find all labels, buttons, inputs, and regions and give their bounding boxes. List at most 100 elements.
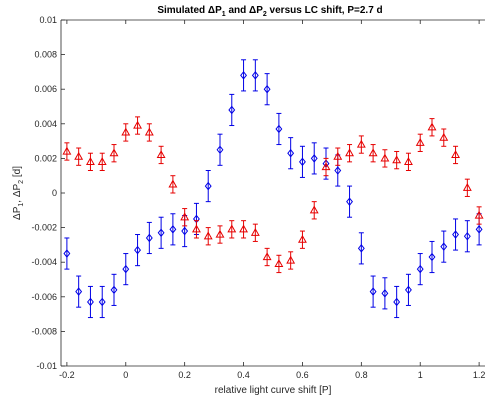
triangle-marker	[262, 252, 272, 261]
triangle-marker	[345, 148, 355, 157]
triangle-marker	[97, 157, 107, 165]
data-point	[169, 213, 177, 246]
data-point	[87, 285, 94, 319]
triangle-marker	[133, 120, 143, 129]
x-tick-label: 0.8	[355, 370, 368, 380]
y-tick-label: -0.004	[31, 257, 57, 267]
data-point	[403, 152, 413, 172]
data-point	[203, 227, 213, 246]
x-tick-label: 0.4	[237, 370, 250, 380]
diamond-marker	[310, 154, 318, 163]
data-point	[180, 208, 190, 227]
diamond-marker	[110, 285, 118, 295]
x-tick-label: 1.2	[473, 370, 485, 380]
triangle-marker	[227, 224, 237, 233]
diamond-marker	[452, 230, 459, 239]
data-point	[145, 221, 153, 255]
triangle-marker	[392, 155, 402, 164]
data-point	[215, 225, 225, 244]
data-point	[97, 152, 107, 172]
data-point	[263, 73, 271, 106]
diamond-marker	[393, 297, 401, 307]
diamond-marker	[216, 145, 224, 155]
data-point	[121, 123, 131, 142]
data-point	[228, 93, 236, 127]
data-point	[416, 253, 424, 286]
diamond-marker	[334, 166, 342, 175]
triangle-marker	[321, 162, 331, 171]
data-point	[380, 149, 390, 168]
data-point	[405, 273, 412, 306]
data-point	[462, 178, 472, 197]
diamond-marker	[405, 285, 412, 295]
data-point	[156, 145, 166, 165]
triangle-marker	[203, 231, 213, 240]
diamond-marker	[251, 71, 259, 80]
y-tick-label: -0.008	[31, 326, 57, 336]
triangle-marker	[380, 153, 390, 162]
triangle-marker	[144, 127, 154, 136]
triangle-marker	[74, 151, 84, 160]
data-point	[63, 237, 71, 270]
diamond-marker	[98, 297, 106, 307]
data-point	[333, 147, 343, 166]
data-point	[428, 240, 436, 274]
diamond-marker	[275, 124, 283, 134]
diamond-marker	[263, 84, 271, 94]
x-tick-label: 1	[418, 370, 423, 380]
diamond-marker	[463, 231, 471, 241]
data-point	[85, 152, 95, 172]
plot-area: -0.2 0 0.2 0.4 0.6 0.8 1 1.2 -0.01 -0.008 -0.006 -0…	[31, 15, 485, 380]
data-point	[345, 144, 355, 163]
diamond-marker	[475, 225, 483, 234]
triangle-marker	[180, 212, 190, 221]
data-point	[62, 142, 72, 161]
data-point	[474, 206, 484, 225]
data-point	[110, 273, 118, 306]
data-point	[74, 147, 84, 166]
y-tick-label: 0.01	[39, 15, 57, 25]
data-point	[204, 170, 212, 203]
y-tick-label: 0.006	[34, 84, 57, 94]
y-tick-label: 0.002	[34, 153, 57, 163]
diamond-marker	[134, 245, 141, 255]
triangle-marker	[427, 122, 437, 131]
diamond-marker	[204, 181, 212, 191]
data-point	[275, 112, 283, 146]
diamond-marker	[240, 71, 247, 80]
ticks-layer: -0.2 0 0.2 0.4 0.6 0.8 1 1.2 -0.01 -0.008 -0.006 -0…	[31, 15, 485, 380]
triangle-marker	[333, 151, 343, 160]
data-point	[216, 133, 224, 166]
triangle-marker	[286, 255, 296, 264]
data-point	[357, 232, 365, 265]
triangle-marker	[415, 138, 425, 146]
x-tick-label: 0	[123, 370, 128, 380]
triangle-marker	[474, 210, 484, 219]
data-point	[286, 251, 296, 270]
chart-title: Simulated ΔP1 and ΔP2 versus LC shift, P…	[157, 5, 382, 18]
data-point	[463, 220, 471, 253]
data-point	[157, 216, 165, 249]
data-point	[274, 254, 284, 274]
data-point	[262, 247, 272, 267]
data-point	[239, 220, 249, 239]
data-point	[299, 145, 306, 178]
triangle-marker	[309, 205, 319, 214]
triangle-marker	[274, 259, 284, 268]
data-point	[191, 220, 201, 239]
triangle-marker	[62, 146, 72, 155]
triangle-marker	[239, 224, 249, 233]
data-point	[309, 201, 319, 220]
triangle-marker	[168, 179, 178, 188]
data-point	[75, 275, 83, 308]
data-point	[109, 144, 119, 163]
data-point	[240, 59, 247, 92]
x-tick-label: 0.6	[296, 370, 309, 380]
data-point	[415, 133, 425, 152]
series-layer	[62, 59, 484, 319]
diamond-marker	[440, 242, 448, 251]
data-point	[392, 150, 402, 170]
diamond-marker	[122, 264, 130, 274]
y-tick-label: 0.004	[34, 119, 57, 129]
y-tick-label: -0.002	[31, 223, 57, 233]
